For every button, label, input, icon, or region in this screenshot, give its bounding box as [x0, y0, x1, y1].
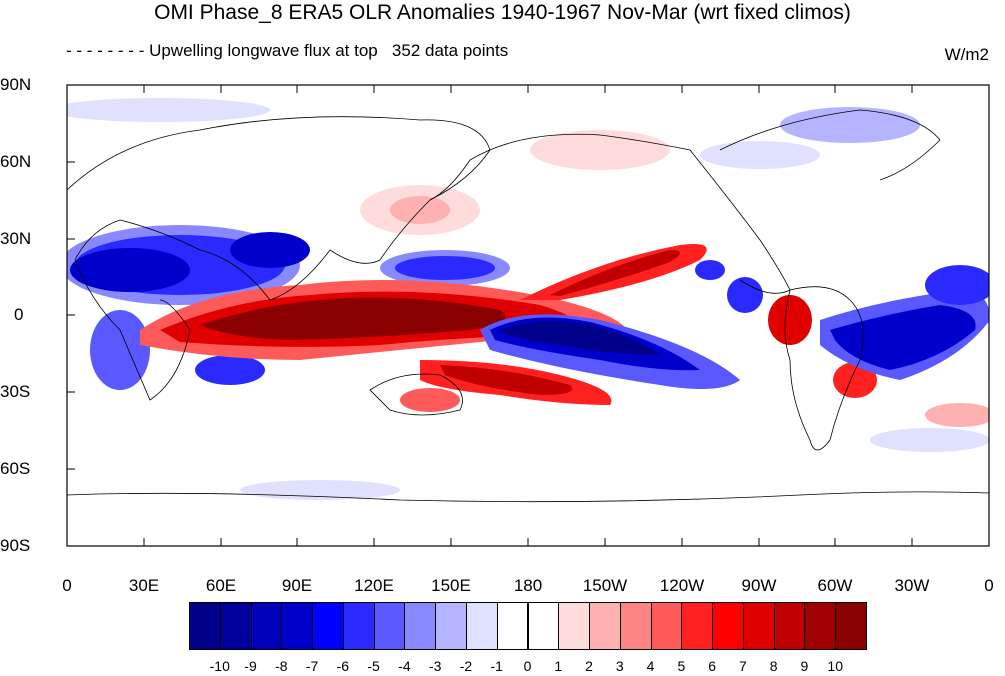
- x-tick-label: 0: [62, 576, 72, 595]
- colorbar-swatch: [312, 602, 344, 650]
- x-tick-label: 30W: [894, 576, 930, 595]
- x-tick-label: 180: [513, 576, 543, 595]
- y-tick-label: 30S: [0, 382, 31, 401]
- colorbar-label: -9: [244, 658, 257, 674]
- x-tick-label: 60E: [205, 576, 237, 595]
- colorbar-swatch: [835, 602, 867, 650]
- colorbar-swatch: [404, 602, 437, 650]
- colorbar-swatch: [373, 602, 406, 650]
- colorbar-label: -2: [459, 658, 473, 674]
- colorbar-label: 8: [769, 658, 778, 674]
- colorbar-swatch: [342, 602, 375, 650]
- map-subtitle: - - - - - - - - Upwelling longwave flux …: [66, 41, 509, 60]
- y-tick-label: 0: [14, 305, 24, 324]
- colorbar-label: 6: [708, 658, 717, 674]
- colorbar-swatch: [712, 602, 744, 650]
- colorbar-label: -7: [305, 658, 319, 674]
- x-tick-label: 60W: [817, 576, 853, 595]
- x-tick-label: 150W: [582, 576, 628, 595]
- x-tick-label: 120W: [659, 576, 705, 595]
- colorbar-label: 0: [523, 658, 532, 674]
- colorbar-label: 4: [646, 658, 655, 674]
- colorbar-swatch: [619, 602, 652, 650]
- colorbar-label: -4: [398, 658, 411, 674]
- x-tick-label: 90W: [741, 576, 777, 595]
- x-tick-label: 30E: [128, 576, 160, 595]
- colorbar-label: -10: [209, 658, 230, 674]
- colorbar-label: 3: [615, 658, 624, 674]
- subtitle-text: Upwelling longwave flux at top 352 data …: [149, 41, 509, 60]
- colorbar-label: 1: [554, 658, 563, 674]
- y-tick-label: 90N: [0, 75, 32, 94]
- colorbar-swatch: [189, 602, 221, 650]
- colorbar-label: 5: [677, 658, 686, 674]
- colorbar-swatch: [773, 602, 806, 650]
- x-tick-label: 0: [984, 576, 994, 595]
- colorbar-label: 10: [827, 658, 843, 674]
- y-tick-label: 60S: [0, 459, 31, 478]
- y-tick-label: 30N: [0, 229, 32, 248]
- colorbar-swatch: [558, 602, 591, 650]
- coastlines: [67, 109, 989, 503]
- colorbar-swatch: [681, 602, 714, 650]
- colorbar-label: -6: [336, 658, 350, 674]
- colorbar-swatch: [650, 602, 683, 650]
- units-label: W/m2: [944, 45, 989, 64]
- axis-ticks: [66, 84, 990, 547]
- colorbar-swatch: [527, 602, 560, 650]
- y-tick-label: 90S: [0, 536, 31, 555]
- colorbar-swatch: [589, 602, 621, 650]
- x-tick-label: 150E: [431, 576, 471, 595]
- anomaly-field: [67, 98, 989, 503]
- colorbar-swatch: [742, 602, 775, 650]
- map-title: OMI Phase_8 ERA5 OLR Anomalies 1940-1967…: [154, 1, 851, 24]
- colorbar-swatch: [281, 602, 314, 650]
- colorbar-swatch: [804, 602, 837, 650]
- x-tick-label: 90E: [281, 576, 313, 595]
- colorbar-swatch: [219, 602, 252, 650]
- x-tick-label: 120E: [354, 576, 394, 595]
- colorbar-label: -1: [490, 658, 503, 674]
- colorbar-swatch: [250, 602, 283, 650]
- colorbar-label: -5: [367, 658, 380, 674]
- colorbar-label: -3: [428, 658, 442, 674]
- colorbar-swatch: [496, 602, 529, 650]
- colorbar-label: 2: [585, 658, 593, 674]
- y-tick-label: 60N: [0, 152, 32, 171]
- colorbar-label: 7: [739, 658, 747, 674]
- colorbar-label: 9: [800, 658, 809, 674]
- colorbar-swatch: [465, 602, 498, 650]
- colorbar-swatch: [435, 602, 467, 650]
- colorbar-label: -8: [275, 658, 288, 674]
